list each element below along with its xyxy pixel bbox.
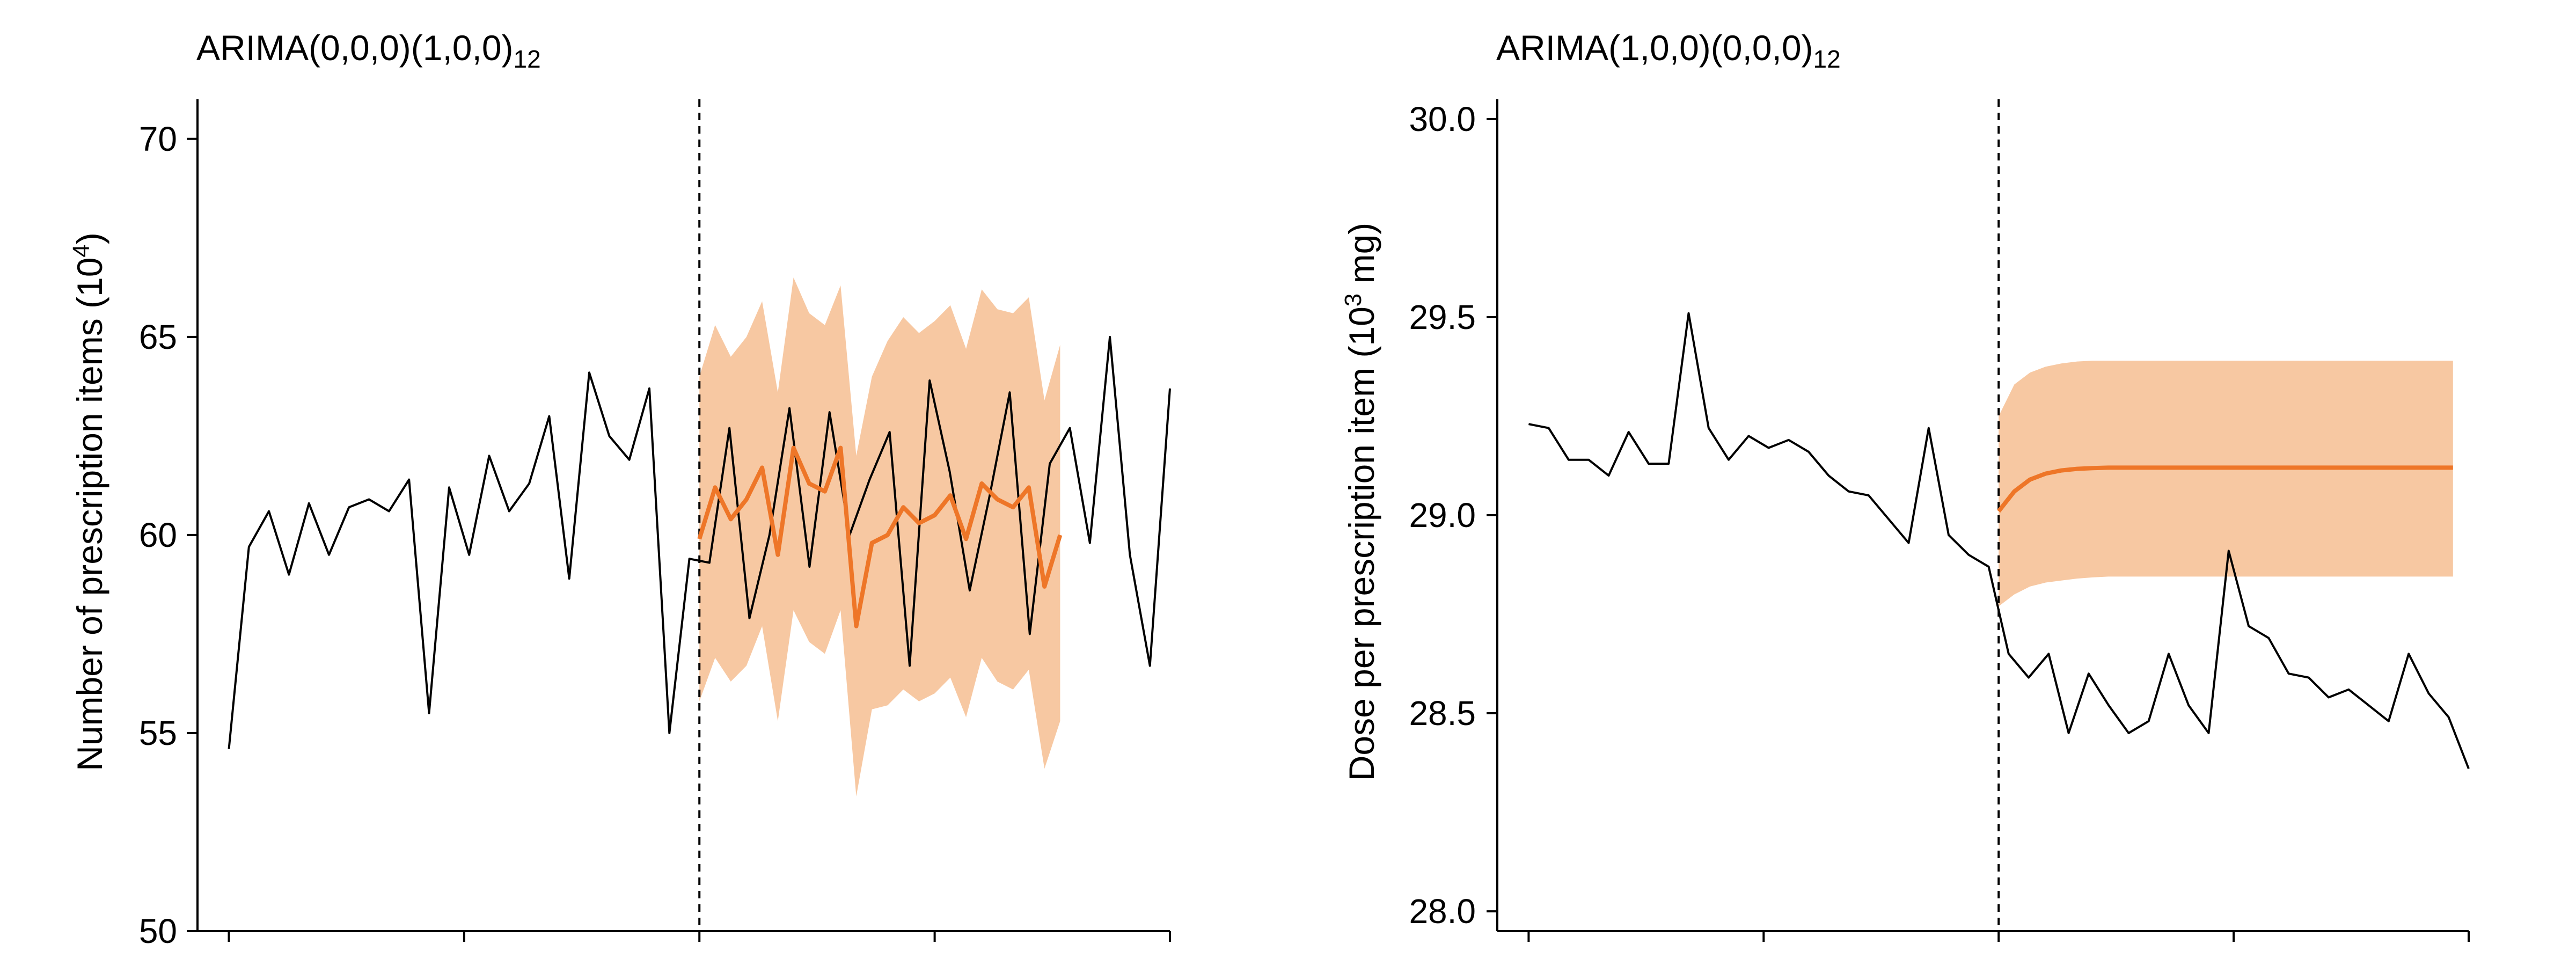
forecast-series-right <box>1997 465 2453 513</box>
prediction-interval-right <box>1999 361 2453 606</box>
chart-panel-left: ARIMA(0,0,0)(1,0,0)12 Number of prescrip… <box>68 28 1171 950</box>
chart-title-left: ARIMA(0,0,0)(1,0,0)12 <box>196 28 541 73</box>
y-axis-label-right: Dose per prescription item (103 mg) <box>1340 223 1381 781</box>
y-axis-label-right-main: Dose per prescription item (10 <box>1342 306 1381 781</box>
y-tick-label-right: 30.0 <box>1409 100 1476 138</box>
y-tick-label-right: 29.5 <box>1409 298 1476 336</box>
y-tick-label-left: 60 <box>139 516 177 554</box>
observed-series-left <box>228 335 1171 749</box>
chart-title-left-subscript: 12 <box>514 45 541 73</box>
chart-title-left-main: ARIMA(0,0,0)(1,0,0) <box>196 28 514 68</box>
y-axis-label-right-end: mg) <box>1342 223 1381 294</box>
chart-panel-right: ARIMA(1,0,0)(0,0,0)12 Dose per prescript… <box>1340 28 2470 942</box>
forecast-series-left <box>697 445 1063 628</box>
y-tick-label-left: 55 <box>139 714 177 752</box>
y-axis-label-left-main: Number of prescription items (10 <box>70 258 109 771</box>
y-axis-label-left: Number of prescription items (104) <box>68 232 109 771</box>
chart-title-right: ARIMA(1,0,0)(0,0,0)12 <box>1496 28 1841 73</box>
observed-series-right <box>1528 312 2470 770</box>
y-tick-label-right: 28.0 <box>1409 892 1476 931</box>
y-tick-label-left: 65 <box>139 318 177 356</box>
plot-area-right: 28.0 28.5 29.0 29.5 30.0 <box>1409 99 2470 942</box>
chart-title-right-subscript: 12 <box>1813 45 1841 73</box>
y-tick-label-left: 50 <box>139 912 177 950</box>
y-axis-label-left-superscript: 4 <box>68 244 94 257</box>
y-axis-label-left-end: ) <box>70 232 109 244</box>
chart-title-right-main: ARIMA(1,0,0)(0,0,0) <box>1496 28 1813 68</box>
y-tick-label-right: 28.5 <box>1409 694 1476 733</box>
y-tick-label-left: 70 <box>139 120 177 158</box>
plot-area-left: 50 55 60 65 70 <box>139 99 1171 950</box>
y-tick-label-right: 29.0 <box>1409 496 1476 535</box>
y-axis-label-right-superscript: 3 <box>1340 294 1366 306</box>
